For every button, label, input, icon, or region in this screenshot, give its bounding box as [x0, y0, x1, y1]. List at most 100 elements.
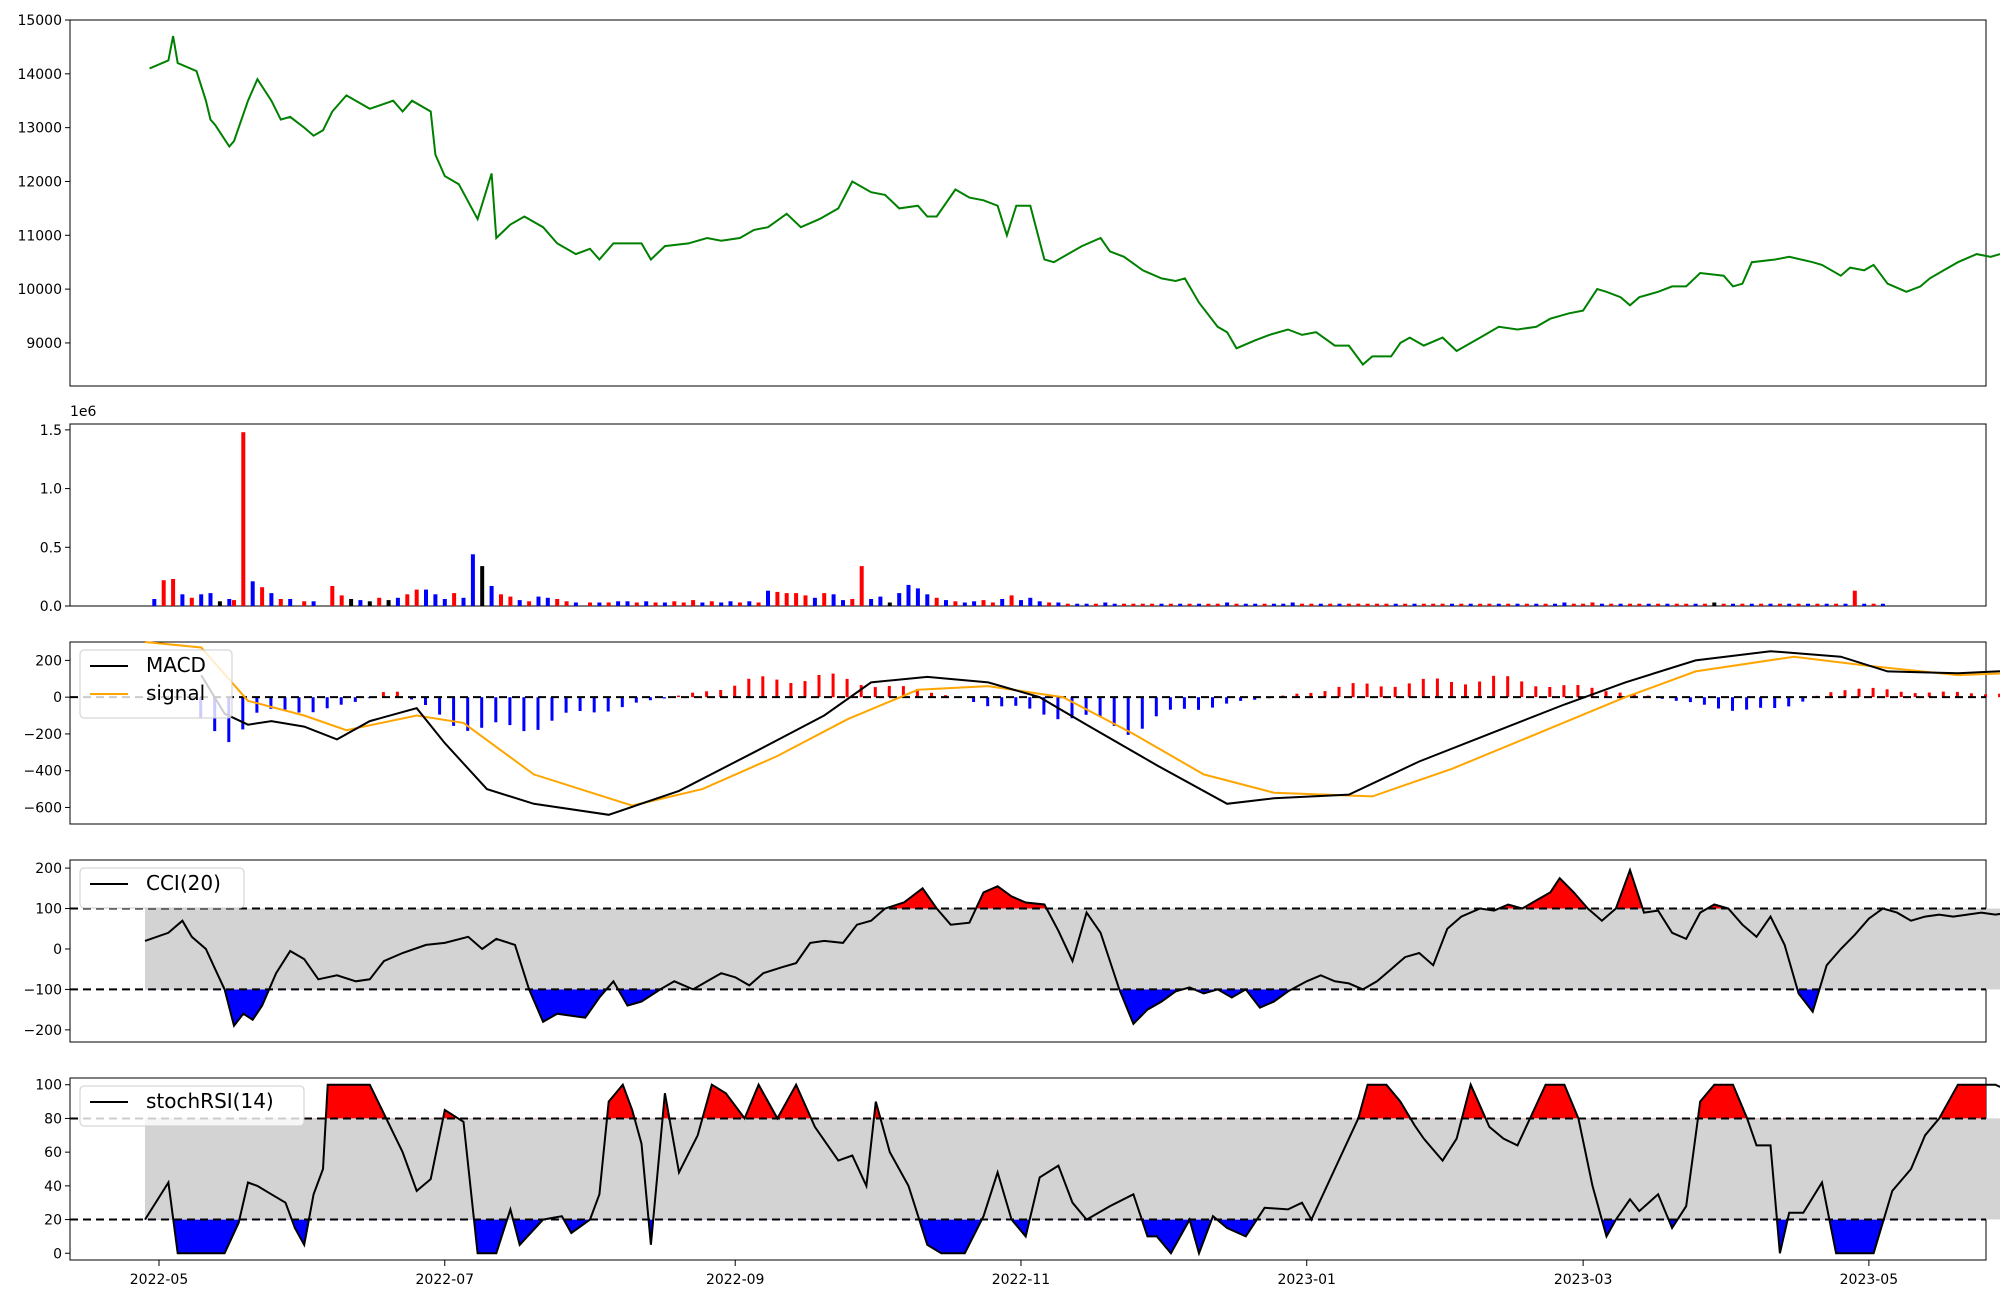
macd-ytick-label: 0 — [53, 690, 62, 706]
price-ytick-label: 11000 — [17, 228, 62, 244]
macd-histogram-bar — [1801, 697, 1805, 702]
volume-bar — [1187, 603, 1192, 606]
volume-bar — [709, 601, 714, 606]
macd-histogram-bar — [1759, 697, 1763, 708]
volume-bar — [1712, 602, 1717, 606]
macd-histogram-bar — [1941, 691, 1945, 698]
volume-ytick-label: 1.0 — [40, 482, 62, 498]
macd-histogram-bar — [1140, 697, 1144, 729]
cci-ytick-label: 200 — [35, 861, 62, 877]
macd-histogram-bar — [662, 697, 666, 699]
macd-histogram-bar — [1969, 693, 1973, 698]
volume-bar — [925, 594, 930, 606]
volume-bar — [1290, 602, 1295, 606]
volume-bar — [1787, 603, 1792, 606]
volume-bar — [171, 579, 176, 606]
cci-legend-label: CCI(20) — [146, 871, 221, 895]
volume-bar — [972, 601, 977, 606]
volume-bar — [906, 584, 911, 606]
x-tick-label: 2022-05 — [130, 1272, 189, 1288]
cci-line — [144, 867, 2000, 1029]
macd-histogram-bar — [887, 686, 891, 698]
volume-bar — [700, 602, 705, 606]
volume-bar — [161, 580, 166, 606]
macd-histogram-bar — [1323, 691, 1327, 698]
volume-bar — [1768, 603, 1773, 606]
macd-histogram-bar — [241, 697, 245, 730]
macd-histogram-bar — [1393, 686, 1397, 698]
volume-bar — [1674, 603, 1679, 606]
stochrsi-overbought-area — [145, 1084, 1986, 1119]
volume-bar — [737, 602, 742, 606]
cci-ytick-label: −200 — [24, 1023, 62, 1039]
macd-histogram-bar — [1674, 697, 1678, 701]
macd-ytick-label: −200 — [24, 727, 62, 743]
volume-bar — [691, 600, 696, 606]
volume-bar — [794, 593, 799, 606]
volume-bar — [616, 601, 621, 606]
volume-bar — [414, 589, 419, 606]
x-tick-label: 2022-07 — [416, 1272, 475, 1288]
stochrsi-legend-label: stochRSI(14) — [146, 1089, 274, 1113]
volume-bar — [1628, 603, 1632, 606]
macd-histogram-bar — [536, 697, 540, 730]
volume-bar — [953, 601, 958, 606]
x-tick-label: 2023-03 — [1554, 1272, 1613, 1288]
volume-ytick-label: 1.5 — [40, 423, 62, 439]
volume-bar — [1337, 603, 1342, 606]
volume-bar — [1412, 603, 1417, 606]
volume-bar — [1112, 603, 1117, 606]
volume-bar — [1524, 603, 1529, 606]
volume-bar — [1253, 603, 1258, 606]
macd-histogram-bar — [353, 697, 357, 702]
volume-bar — [1346, 603, 1351, 606]
macd-histogram-bar — [1731, 697, 1734, 711]
volume-bar — [208, 593, 213, 606]
volume-ytick-label: 0.0 — [40, 599, 62, 615]
macd-histogram-bar — [1182, 697, 1186, 709]
macd-histogram-bar — [648, 697, 652, 701]
macd-histogram-bar — [1464, 684, 1467, 698]
volume-bar — [1019, 600, 1023, 606]
cci-band — [145, 908, 2000, 990]
volume-bar — [962, 602, 967, 606]
macd-histogram-bar — [634, 697, 638, 703]
volume-bar — [1037, 601, 1042, 606]
volume-bar — [1609, 603, 1614, 606]
price-line — [149, 35, 2000, 366]
volume-bar — [756, 602, 761, 606]
volume-bar — [606, 602, 611, 606]
volume-bar — [217, 601, 222, 606]
macd-histogram-bar — [775, 679, 779, 698]
volume-bar — [878, 596, 883, 606]
macd-histogram-bar — [522, 697, 526, 732]
volume-bar — [508, 596, 513, 606]
volume-bar — [1168, 603, 1173, 606]
macd-histogram-bar — [410, 697, 413, 700]
stochrsi-band — [145, 1118, 2000, 1220]
macd-histogram-bar — [606, 697, 610, 712]
volume-bar — [527, 601, 532, 606]
price-ytick-label: 14000 — [17, 67, 62, 83]
volume-bar — [1093, 603, 1098, 606]
macd-histogram-bar — [761, 676, 765, 698]
macd-histogram-bar — [1197, 697, 1200, 710]
macd-histogram-bar — [1548, 687, 1552, 698]
volume-bar — [719, 602, 724, 606]
macd-histogram-bar — [1351, 683, 1355, 698]
volume-bar — [822, 593, 827, 606]
volume-bar — [232, 600, 236, 606]
volume-bar — [433, 594, 438, 606]
volume-bar — [1262, 603, 1267, 606]
volume-bar — [395, 597, 400, 606]
macd-histogram-bar — [1520, 681, 1524, 698]
volume-bar — [588, 602, 592, 606]
cci-legend — [79, 867, 245, 909]
volume-bar — [1009, 595, 1014, 606]
volume-bar — [442, 599, 447, 606]
macd-histogram-bar — [1899, 691, 1903, 698]
volume-bar — [480, 566, 485, 606]
volume-bar — [573, 602, 578, 606]
volume-bar — [887, 602, 892, 606]
price-ytick-label: 9000 — [26, 336, 62, 352]
